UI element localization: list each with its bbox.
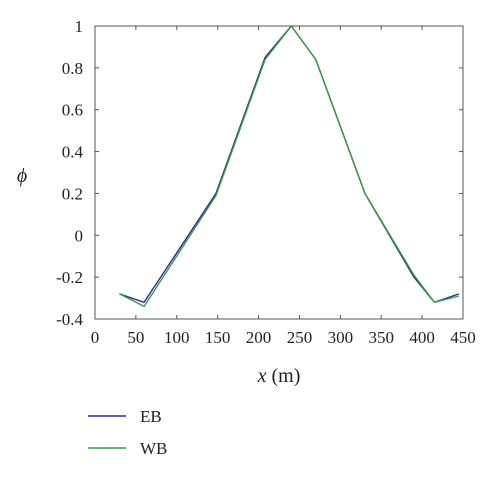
- x-tick-label: 250: [287, 328, 313, 347]
- axis-ticks: 0 50 100 150 200 250 300 350 400 450 -0.4 -0.2 0 0.2 0…: [56, 17, 476, 347]
- x-tick-label: 200: [246, 328, 272, 347]
- y-tick-label: 1: [75, 17, 84, 36]
- y-tick-label: 0.4: [62, 143, 84, 162]
- legend-label-eb: EB: [140, 407, 162, 426]
- y-tick-label: 0: [75, 226, 84, 245]
- plot-frame: [94, 25, 464, 320]
- y-tick-label: 0.6: [62, 101, 83, 120]
- x-tick-label: 50: [127, 328, 144, 347]
- x-axis-label: x (m): [257, 365, 301, 387]
- x-tick-label: 300: [328, 328, 354, 347]
- x-tick-label: 100: [164, 328, 190, 347]
- y-tick-label: 0.8: [62, 59, 83, 78]
- y-tick-label: -0.2: [56, 268, 83, 287]
- legend-label-wb: WB: [140, 439, 167, 458]
- x-tick-label: 150: [205, 328, 231, 347]
- x-tick-label: 450: [450, 328, 476, 347]
- x-tick-label: 350: [368, 328, 394, 347]
- series-lines: [119, 25, 460, 308]
- x-axis-label-var: x: [257, 365, 267, 387]
- series-line-eb: [119, 25, 460, 303]
- y-tick-label: 0.2: [62, 184, 83, 203]
- x-axis-label-unit: (m): [267, 365, 301, 387]
- legend: EB WB: [88, 407, 167, 458]
- x-tick-label: 0: [91, 328, 100, 347]
- y-axis-label: ϕ: [17, 165, 27, 187]
- series-line-wb: [119, 25, 460, 308]
- x-tick-label: 400: [409, 328, 435, 347]
- y-tick-label: -0.4: [56, 310, 83, 329]
